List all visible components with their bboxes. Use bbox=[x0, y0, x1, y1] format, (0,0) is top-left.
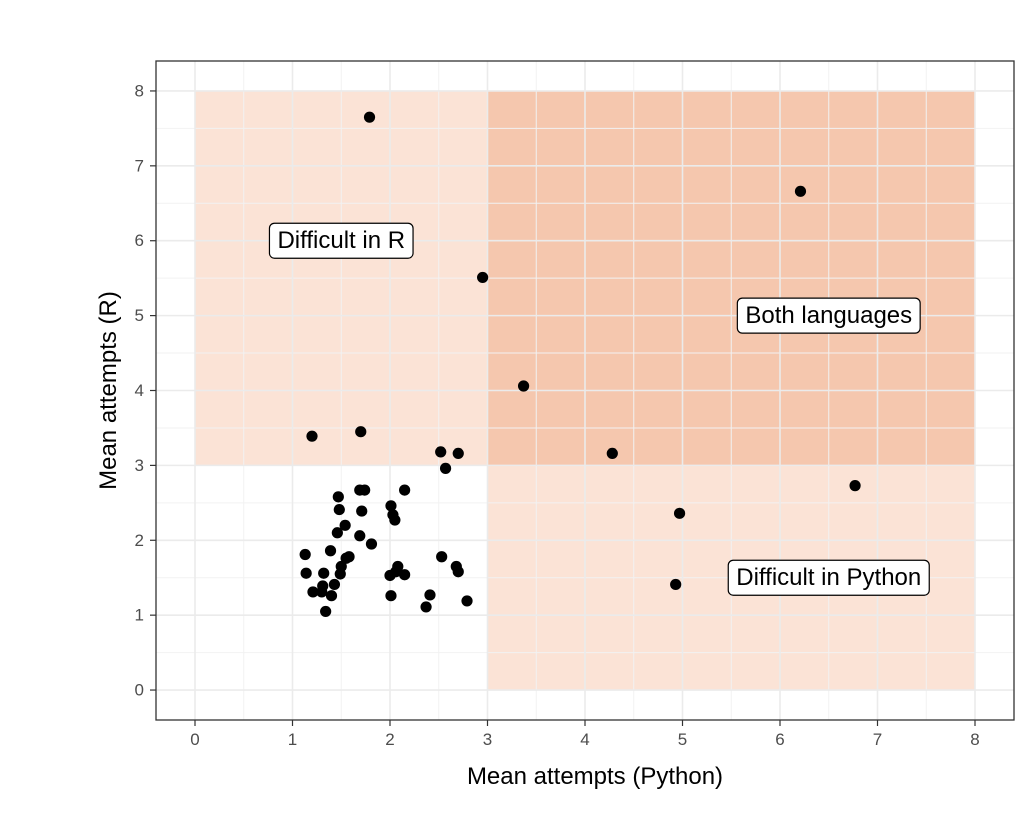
y-tick-label: 4 bbox=[135, 381, 144, 400]
data-point bbox=[355, 426, 367, 438]
x-tick-label: 6 bbox=[775, 730, 784, 749]
data-point bbox=[333, 503, 345, 516]
data-point bbox=[339, 519, 351, 531]
data-point bbox=[517, 380, 530, 392]
annotation-box bbox=[736, 297, 921, 334]
grid-lines bbox=[156, 61, 1014, 720]
annotation-label: Difficult in R bbox=[268, 222, 414, 259]
data-point bbox=[332, 491, 344, 503]
annotations: Difficult in R Both languages Difficult in… bbox=[268, 222, 930, 596]
x-tick-label: 7 bbox=[873, 730, 882, 749]
x-tick-label: 2 bbox=[385, 730, 394, 749]
y-tick-label: 1 bbox=[135, 606, 144, 625]
data-point bbox=[307, 586, 319, 598]
y-tick-label: 3 bbox=[135, 456, 144, 475]
data-point bbox=[365, 538, 378, 550]
data-point bbox=[673, 507, 686, 519]
data-point bbox=[318, 567, 330, 579]
data-point bbox=[324, 545, 337, 557]
x-tick-label: 3 bbox=[483, 730, 492, 749]
data-point bbox=[354, 530, 366, 542]
data-point bbox=[306, 430, 318, 442]
data-point bbox=[390, 566, 402, 578]
y-tick-label: 8 bbox=[135, 81, 144, 100]
data-point bbox=[849, 480, 861, 492]
annotation-text: Both languages bbox=[745, 302, 912, 329]
x-tick-label: 1 bbox=[288, 730, 297, 749]
data-point bbox=[424, 589, 436, 601]
data-point bbox=[340, 552, 352, 564]
data-point bbox=[363, 111, 376, 123]
data-point bbox=[399, 569, 411, 581]
data-point bbox=[320, 605, 332, 618]
y-axis-title: Mean attempts (R) bbox=[95, 291, 122, 490]
x-tick-label: 0 bbox=[190, 730, 199, 749]
axis-ticks: 0 1 2 3 4 5 6 7 8 0 1 2 3 4 5 6 7 8 bbox=[135, 81, 980, 749]
data-point bbox=[439, 462, 452, 474]
annotation-label: Both languages bbox=[736, 297, 921, 334]
x-axis-title: Mean attempts (Python) bbox=[467, 763, 723, 790]
data-point bbox=[328, 578, 341, 591]
data-point bbox=[670, 578, 682, 591]
data-point bbox=[316, 586, 328, 598]
annotation-text: Difficult in Python bbox=[736, 564, 921, 591]
y-tick-label: 2 bbox=[135, 531, 144, 550]
y-tick-label: 0 bbox=[135, 681, 144, 700]
annotation-box bbox=[268, 222, 414, 259]
data-point bbox=[606, 447, 618, 460]
data-point bbox=[359, 484, 371, 496]
annotation-text: Difficult in R bbox=[277, 227, 405, 254]
data-point bbox=[300, 567, 312, 579]
data-point bbox=[461, 595, 473, 607]
annotation-label: Difficult in Python bbox=[727, 559, 930, 596]
data-point bbox=[356, 505, 368, 517]
y-tick-label: 6 bbox=[135, 231, 144, 250]
data-point bbox=[420, 601, 432, 613]
data-point bbox=[794, 185, 807, 197]
y-tick-label: 5 bbox=[135, 306, 144, 325]
x-tick-label: 8 bbox=[970, 730, 979, 749]
x-tick-label: 4 bbox=[580, 730, 589, 749]
data-point bbox=[385, 500, 397, 512]
data-point bbox=[477, 271, 489, 284]
data-point bbox=[299, 548, 311, 561]
data-point bbox=[436, 551, 448, 563]
data-point bbox=[389, 514, 401, 526]
data-point bbox=[385, 590, 397, 602]
data-point bbox=[334, 568, 346, 580]
data-point bbox=[331, 527, 343, 539]
data-point bbox=[452, 447, 464, 460]
data-point bbox=[325, 590, 338, 602]
data-points bbox=[299, 111, 861, 618]
x-tick-label: 5 bbox=[678, 730, 687, 749]
annotation-box bbox=[727, 559, 930, 596]
data-point bbox=[399, 484, 411, 496]
data-point bbox=[452, 566, 464, 578]
y-tick-label: 7 bbox=[135, 156, 144, 175]
data-point bbox=[435, 446, 447, 458]
